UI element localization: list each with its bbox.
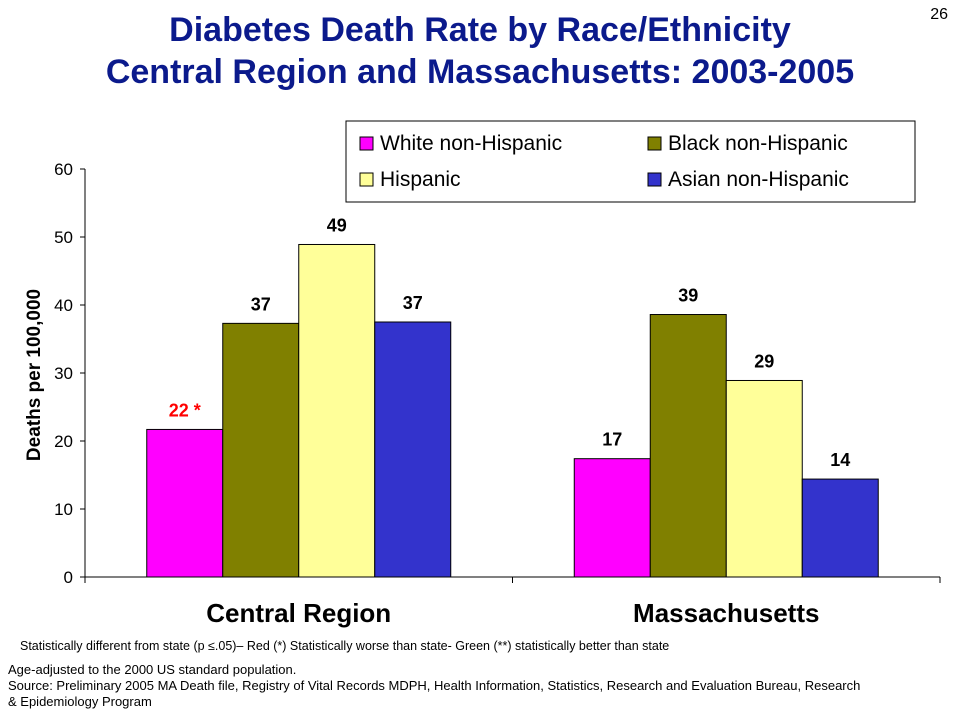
y-tick-label: 0 <box>64 568 73 587</box>
source-footnote: Source: Preliminary 2005 MA Death file, … <box>8 678 861 709</box>
legend-swatch <box>359 136 374 151</box>
data-label: 39 <box>678 286 698 306</box>
y-tick-label: 50 <box>54 228 73 247</box>
data-label: 22 * <box>169 400 201 420</box>
bar <box>801 478 879 578</box>
legend-swatch <box>647 172 662 187</box>
legend-label: Hispanic <box>380 168 461 191</box>
legend-box <box>345 120 916 203</box>
y-tick-label: 40 <box>54 296 73 315</box>
significance-footnote: Statistically different from state (p ≤.… <box>20 639 670 653</box>
legend-swatch <box>647 136 662 151</box>
data-label: 17 <box>602 430 622 450</box>
y-tick-label: 20 <box>54 432 73 451</box>
y-axis-title: Deaths per 100,000 <box>24 289 45 461</box>
data-label: 37 <box>403 293 423 313</box>
legend-label: Black non-Hispanic <box>668 132 848 155</box>
chart-title-line-1: Diabetes Death Rate by Race/Ethnicity <box>169 11 791 49</box>
x-category-label: Central Region <box>206 598 391 628</box>
age-adjusted-footnote: Age-adjusted to the 2000 US standard pop… <box>8 662 297 677</box>
bar <box>146 428 224 578</box>
bar <box>374 321 452 578</box>
bar <box>222 322 300 578</box>
data-label: 37 <box>251 294 271 314</box>
y-tick-label: 10 <box>54 500 73 519</box>
data-label: 29 <box>754 351 774 371</box>
data-label: 14 <box>830 450 850 470</box>
bar <box>725 379 803 578</box>
y-tick-label: 30 <box>54 364 73 383</box>
legend-label: Asian non-Hispanic <box>668 168 849 191</box>
chart-title-line-2: Central Region and Massachusetts: 2003-2… <box>105 53 855 91</box>
bar <box>573 458 651 578</box>
legend-swatch <box>359 172 374 187</box>
bar-chart: 0 10 20 30 40 50 60 Deaths per 100,000 22 * 37 49… <box>24 120 941 628</box>
page-number: 26 <box>930 6 948 23</box>
data-label: 49 <box>327 215 347 235</box>
y-tick-label: 60 <box>54 160 73 179</box>
legend-label: White non-Hispanic <box>380 132 562 155</box>
bar <box>649 314 727 578</box>
bar <box>298 243 376 578</box>
x-category-label: Massachusetts <box>633 598 819 628</box>
